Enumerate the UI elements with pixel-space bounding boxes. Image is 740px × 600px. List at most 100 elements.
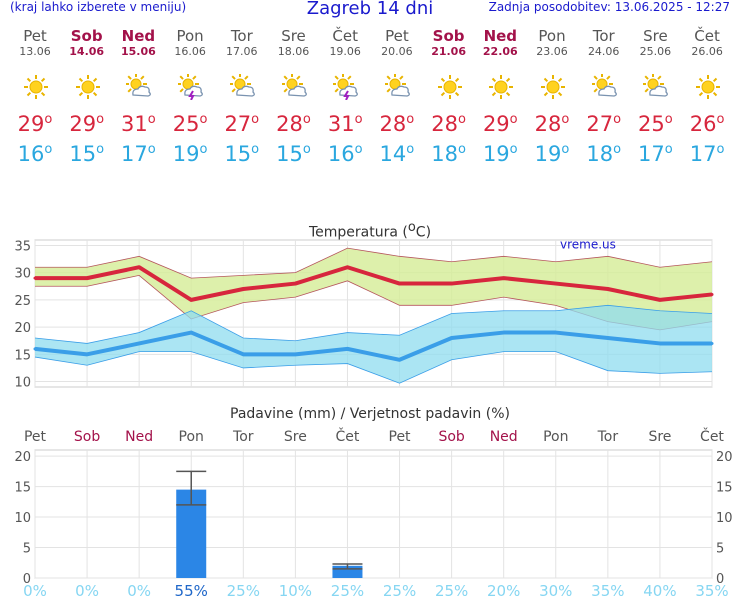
sun-cloud-icon (642, 73, 669, 100)
precipitation-probability: 0% (75, 582, 99, 600)
sun-icon (437, 74, 463, 100)
day-date: 21.06 (431, 45, 466, 58)
min-temperature: 16o (327, 142, 363, 166)
precipitation-chart-title: Padavine (mm) / Verjetnost padavin (%) (230, 406, 510, 422)
day-name: Pet (23, 27, 47, 45)
max-temperature: 28o (431, 112, 466, 136)
day-date: 22.06 (482, 45, 518, 58)
y-tick-label: 15 (14, 348, 31, 363)
day-name: Sre (281, 27, 306, 45)
day-name: Tor (592, 27, 615, 45)
day-label: Tor (597, 429, 619, 445)
day-date: 20.06 (381, 45, 413, 58)
page-title: Zagreb 14 dni (306, 0, 434, 19)
location-hint[interactable]: (kraj lahko izberete v meniju) (10, 0, 187, 14)
y-tick-label-left: 15 (14, 481, 31, 496)
y-tick-label-right: 5 (716, 542, 724, 557)
data-point (554, 331, 558, 335)
data-point (189, 298, 193, 302)
precipitation-probability: 35% (591, 582, 625, 600)
watermark-label: vreme.us (560, 238, 616, 252)
day-name: Čet (332, 27, 358, 45)
sun-cloud-icon (125, 73, 152, 100)
data-point (241, 352, 245, 356)
precipitation-probability: 25% (226, 582, 260, 600)
max-temperature-line (35, 265, 713, 302)
data-point (85, 276, 89, 280)
day-name: Pet (385, 27, 409, 45)
precipitation-probability: 10% (278, 582, 313, 600)
precipitation-probability: 30% (539, 582, 573, 600)
sun-cloud-icon (590, 73, 618, 100)
day-name: Sob (70, 27, 103, 45)
day-column: Sob 21.06 28o 18o (423, 27, 475, 167)
data-point (658, 341, 662, 345)
day-name: Tor (230, 27, 253, 45)
temperature-chart: 10 15 20 25 30 35 vreme.us (14, 238, 714, 391)
data-point (606, 336, 610, 340)
max-temperature: 29o (482, 112, 518, 136)
sun-cloud-icon (228, 73, 256, 100)
day-label: Pon (543, 429, 568, 445)
max-temperature: 28o (379, 112, 415, 136)
sun-icon (540, 74, 566, 100)
min-temperature-line (34, 330, 712, 362)
sun-cloud-icon (280, 73, 308, 100)
min-temperature: 17o (689, 142, 725, 166)
day-column: Pon 16.06 25o 19o (164, 27, 216, 167)
data-point (658, 298, 662, 302)
day-date: 23.06 (536, 45, 568, 58)
min-temperature: 15o (69, 142, 105, 166)
day-label: Sob (438, 429, 464, 445)
precipitation-probability: 35% (695, 582, 729, 600)
min-temperature: 19o (482, 142, 518, 166)
precipitation-probability: 20% (487, 582, 521, 600)
y-tick-label-right: 10 (716, 511, 733, 526)
data-point (554, 282, 558, 286)
day-date: 14.06 (69, 45, 105, 58)
data-point (606, 287, 610, 291)
day-column: Sre 18.06 28o 15o (268, 27, 320, 167)
day-date: 25.06 (639, 45, 672, 58)
min-temperature-band (35, 305, 712, 384)
day-label: Tor (232, 429, 254, 445)
data-point (137, 341, 141, 345)
max-temperature: 27o (586, 112, 622, 136)
precipitation-probability: 25% (382, 582, 417, 600)
day-name: Sre (643, 27, 668, 45)
thunderstorm-icon (332, 73, 359, 101)
min-temperature: 17o (121, 142, 156, 166)
y-tick-label: 25 (14, 294, 31, 309)
max-temperature: 25o (172, 112, 208, 136)
day-name: Sob (432, 27, 465, 45)
day-label: Sre (284, 429, 307, 445)
day-label: Pet (24, 429, 47, 445)
data-point (398, 282, 402, 286)
day-name: Pon (176, 27, 204, 45)
precipitation-probability: 40% (643, 582, 677, 600)
day-column: Tor 24.06 27o 18o (578, 27, 630, 167)
y-tick-label-right: 15 (716, 481, 733, 496)
max-temperature: 28o (276, 112, 311, 136)
day-column: Pon 23.06 28o 19o (526, 28, 578, 167)
min-temperature: 16o (17, 142, 53, 166)
day-column: Tor 17.06 27o 15o (216, 27, 268, 167)
sun-icon (23, 74, 49, 100)
day-date: 26.06 (691, 45, 723, 58)
min-temperature: 15o (276, 142, 311, 166)
data-point (710, 292, 714, 296)
precipitation-probability: 0% (127, 582, 152, 600)
data-point (345, 347, 349, 351)
data-point (502, 331, 506, 335)
header-bar: (kraj lahko izberete v meniju) Zagreb 14… (0, 0, 740, 22)
precipitation-probability: 25% (330, 582, 365, 600)
data-point (345, 265, 349, 269)
band-lower-edge (34, 351, 713, 384)
day-column: Sob 14.06 29o 15o (61, 27, 113, 167)
min-temperature: 17o (638, 142, 673, 166)
day-label: Sre (648, 429, 671, 445)
data-point (33, 276, 37, 280)
day-date: 15.06 (120, 45, 156, 58)
thunderstorm-icon (177, 73, 204, 101)
day-date: 13.06 (19, 45, 51, 58)
